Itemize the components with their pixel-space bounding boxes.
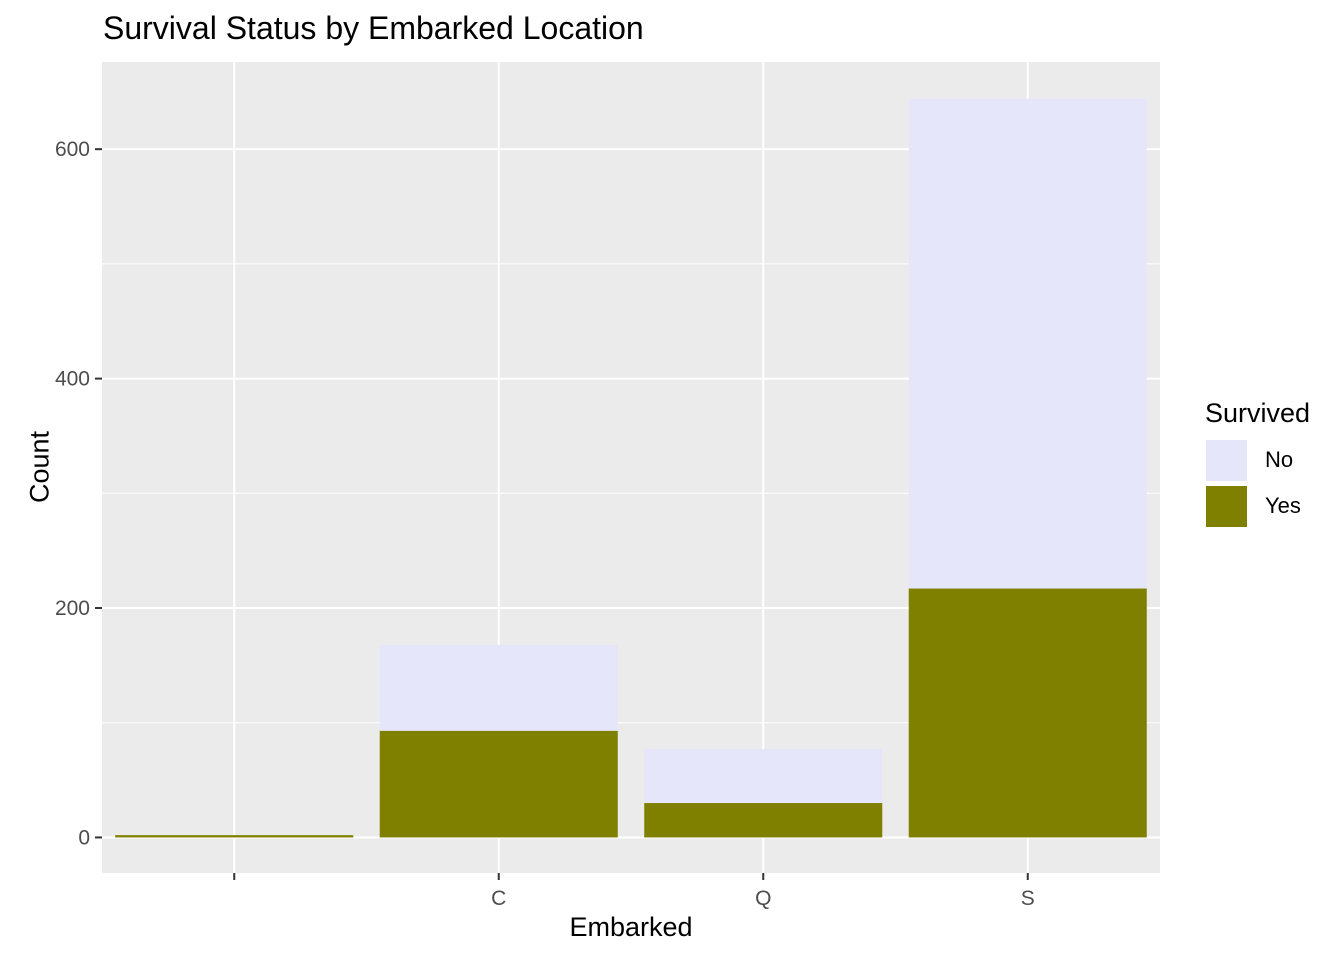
bar-no-q: [644, 749, 883, 804]
chart-title: Survival Status by Embarked Location: [103, 10, 644, 46]
x-axis-label: Embarked: [569, 912, 693, 942]
bar-no-s: [908, 98, 1147, 589]
bar-no-c: [379, 644, 618, 731]
bar-yes-q: [644, 803, 883, 838]
y-tick-label: 600: [55, 138, 90, 161]
legend: Survived No Yes: [1205, 398, 1310, 529]
axes: 0 200 400 600 C Q S: [55, 138, 1035, 910]
bar-yes-c: [379, 730, 618, 838]
bar-yes-blank: [115, 835, 354, 838]
legend-label-yes: Yes: [1265, 493, 1301, 518]
legend-label-no: No: [1265, 447, 1294, 472]
legend-item-no: No: [1205, 437, 1310, 483]
legend-item-yes: Yes: [1205, 483, 1310, 529]
y-tick-label: 0: [78, 826, 90, 849]
y-axis-label: Count: [24, 430, 55, 504]
x-tick-label: S: [1021, 887, 1035, 910]
x-tick-label: Q: [755, 887, 771, 910]
legend-key-yes: [1205, 484, 1248, 528]
bar-yes-s: [908, 588, 1147, 838]
y-tick-label: 200: [55, 597, 90, 620]
legend-key-no: [1205, 438, 1248, 482]
x-tick-label: C: [491, 887, 506, 910]
y-tick-label: 400: [55, 368, 90, 391]
legend-title: Survived: [1205, 398, 1311, 428]
bars: [115, 98, 1147, 838]
